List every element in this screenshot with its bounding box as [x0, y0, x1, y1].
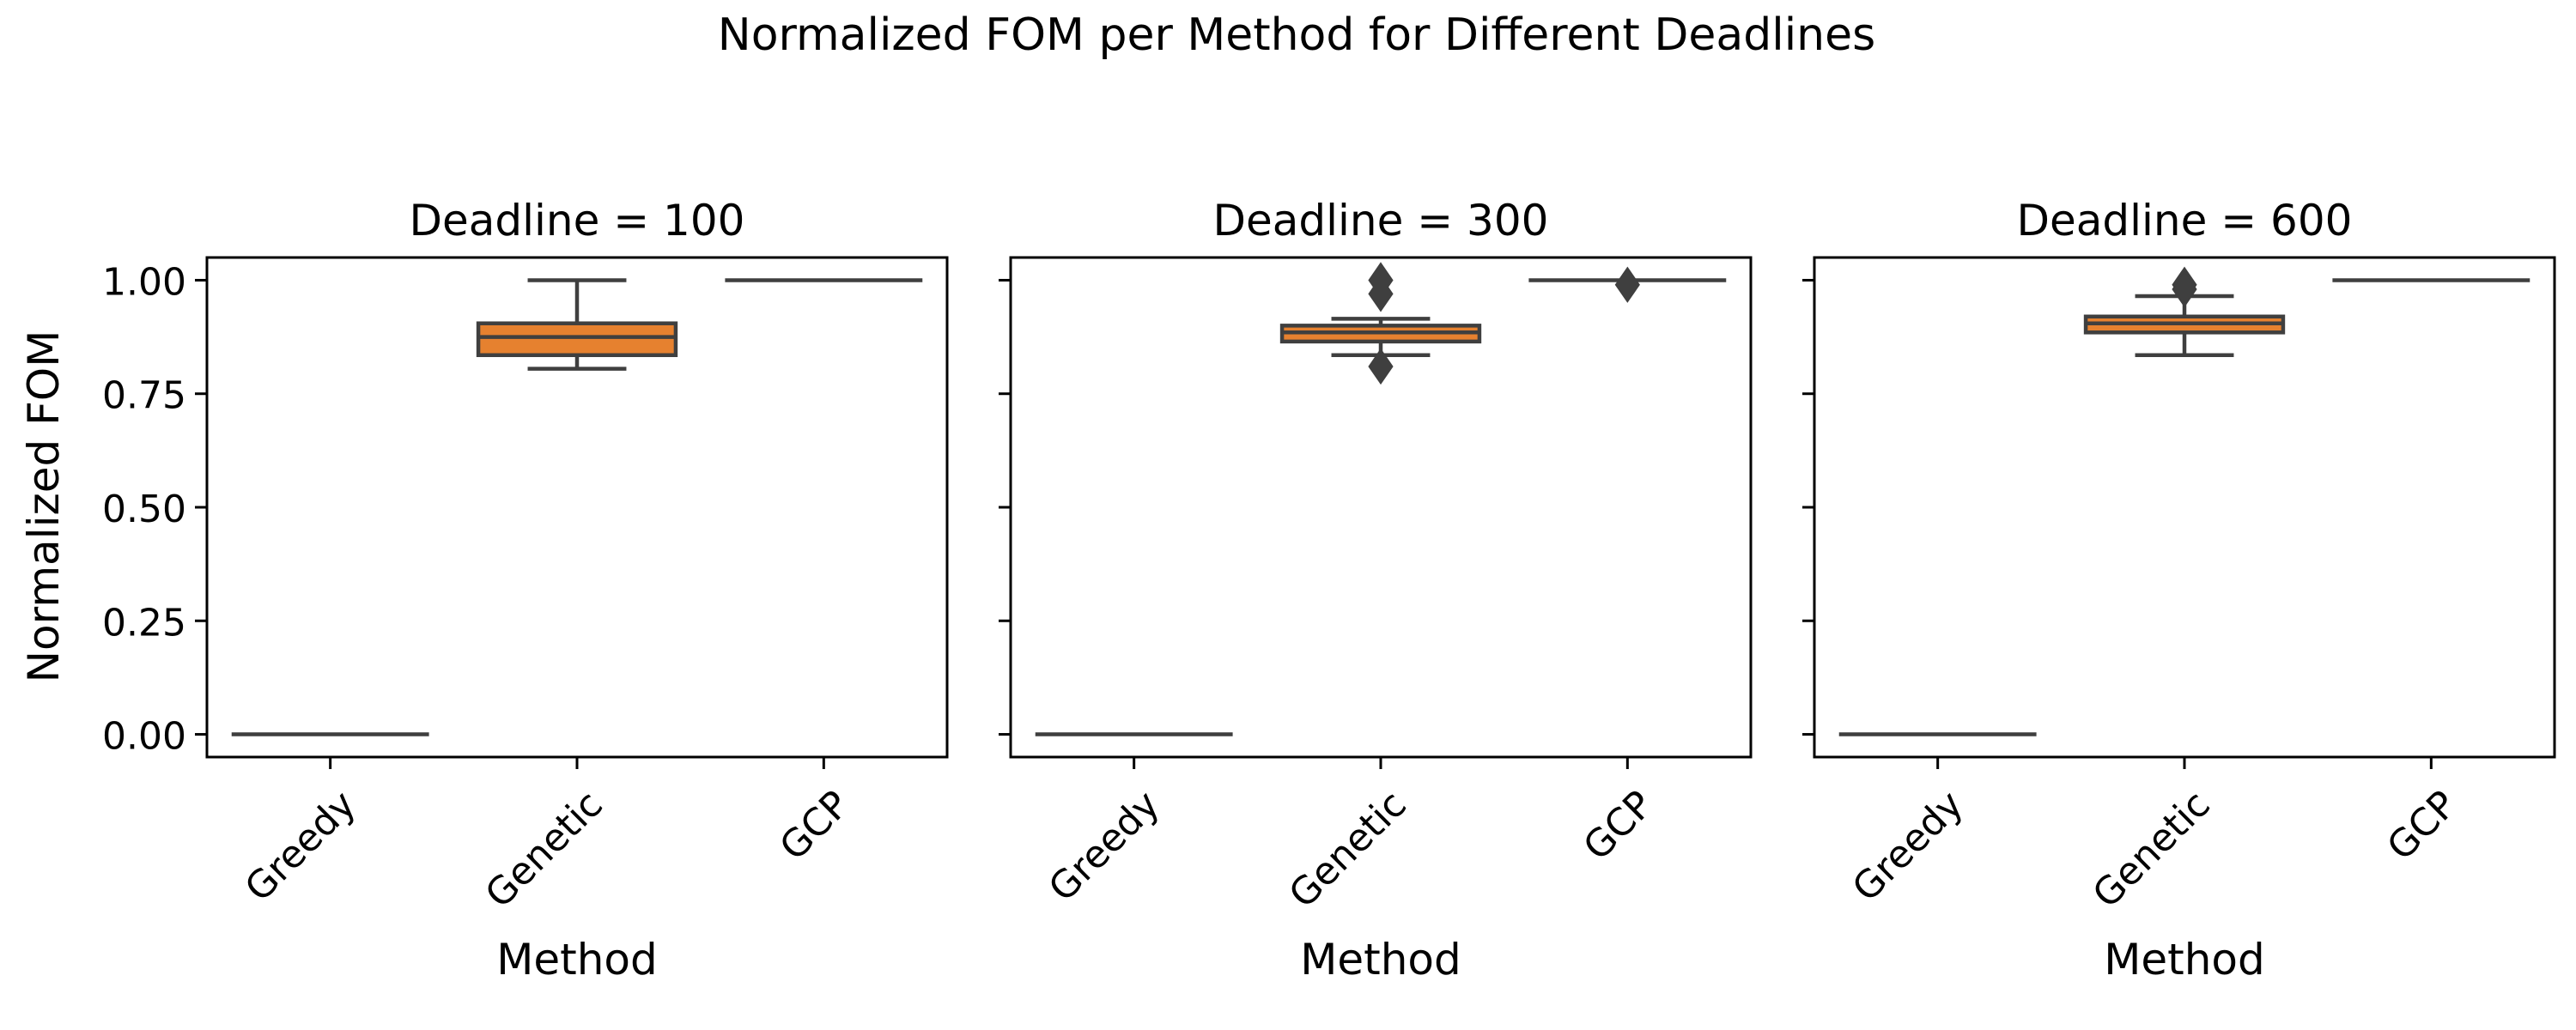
y-axis-label: Normalized FOM	[19, 330, 69, 683]
y-tick-label: 0.00	[102, 715, 186, 759]
outlier-point	[1368, 348, 1394, 385]
subplot-title: Deadline = 100	[410, 196, 745, 245]
box-genetic	[476, 321, 678, 358]
x-axis-label: Method	[2104, 935, 2265, 985]
figure-title: Normalized FOM per Method for Different …	[718, 9, 1875, 61]
subplot-title: Deadline = 300	[1213, 196, 1549, 245]
y-tick-label: 0.25	[102, 601, 186, 645]
y-tick-label: 1.00	[102, 260, 186, 304]
outlier-point	[2172, 270, 2197, 308]
y-tick-label: 0.75	[102, 374, 186, 418]
plot-frame	[1813, 256, 2556, 759]
plot-frame	[1009, 256, 1753, 759]
x-axis-label: Method	[1300, 935, 1461, 985]
outlier-point	[1368, 276, 1394, 312]
plot-frame	[205, 256, 949, 759]
subplot-title: Deadline = 600	[2017, 196, 2353, 245]
y-tick-label: 0.50	[102, 488, 186, 531]
x-axis-label: Method	[496, 935, 658, 985]
outlier-point	[1614, 266, 1640, 303]
